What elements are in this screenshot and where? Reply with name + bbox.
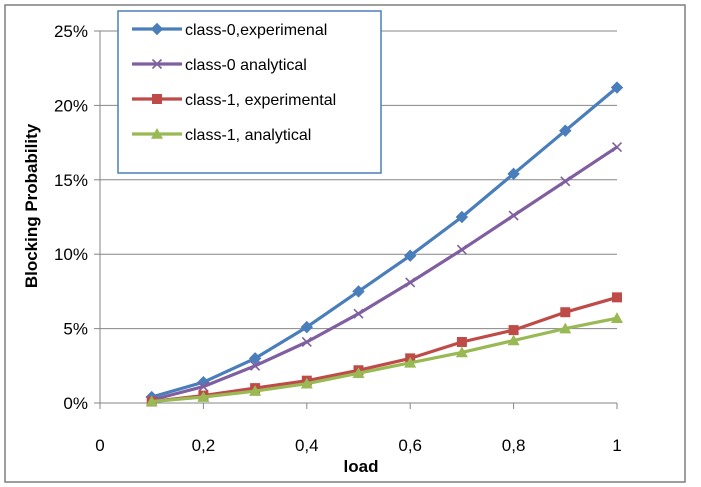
y-tick-label: 0% bbox=[63, 394, 88, 413]
y-tick-label: 20% bbox=[54, 96, 88, 115]
data-point bbox=[249, 385, 262, 396]
data-point bbox=[611, 141, 623, 153]
data-point bbox=[197, 391, 210, 402]
data-point bbox=[456, 336, 467, 347]
series-layer bbox=[145, 81, 624, 407]
x-tick-label: 0,4 bbox=[295, 436, 319, 455]
axes bbox=[94, 30, 618, 409]
data-point bbox=[404, 356, 417, 368]
legend-label: class-0,experimenal bbox=[185, 22, 327, 39]
x-tick-label: 0,6 bbox=[398, 436, 422, 455]
legend-marker bbox=[151, 58, 163, 70]
data-point bbox=[300, 377, 313, 389]
tick-labels: 0% 5% 10% 15% 20% 25% 0 0,2 0,4 0,6 0,8 1 bbox=[54, 22, 622, 455]
data-point bbox=[353, 308, 364, 319]
data-point bbox=[612, 292, 622, 303]
series-line bbox=[151, 295, 618, 404]
data-point bbox=[507, 167, 520, 181]
data-point bbox=[456, 244, 467, 255]
data-point bbox=[301, 336, 312, 348]
series-group bbox=[145, 312, 623, 407]
y-tick-label: 10% bbox=[54, 245, 88, 264]
data-point bbox=[403, 249, 417, 262]
x-tick-label: 0,2 bbox=[192, 436, 216, 455]
data-point bbox=[145, 395, 158, 407]
data-point bbox=[508, 325, 519, 336]
legend-label: class-0 analytical bbox=[185, 57, 307, 74]
data-point bbox=[455, 210, 469, 224]
data-point bbox=[559, 124, 572, 137]
data-point bbox=[352, 367, 365, 379]
data-point bbox=[560, 307, 571, 318]
series-group bbox=[146, 141, 623, 406]
y-tick-label: 5% bbox=[63, 320, 88, 339]
y-tick-label: 15% bbox=[54, 171, 88, 190]
data-point bbox=[559, 322, 572, 334]
y-axis-title: Blocking Probability bbox=[22, 123, 41, 288]
data-point bbox=[611, 312, 623, 323]
x-tick-label: 0,8 bbox=[502, 436, 526, 455]
series-line bbox=[151, 316, 618, 404]
series-line bbox=[151, 86, 619, 399]
data-point bbox=[198, 381, 209, 392]
data-point bbox=[250, 360, 261, 371]
data-point bbox=[300, 320, 314, 334]
x-tick-label: 1 bbox=[612, 436, 621, 455]
data-point bbox=[507, 334, 520, 346]
data-point bbox=[610, 81, 624, 94]
data-point bbox=[508, 210, 519, 221]
x-axis-title: load bbox=[344, 457, 379, 476]
y-tick-label: 25% bbox=[54, 22, 88, 41]
legend-marker bbox=[151, 128, 163, 139]
x-tick-label: 0 bbox=[95, 436, 104, 455]
data-point bbox=[455, 346, 468, 358]
data-point bbox=[560, 176, 571, 187]
legend-label: class-1, experimental bbox=[185, 92, 336, 109]
legend-label: class-1, analytical bbox=[185, 127, 311, 144]
data-point bbox=[352, 285, 365, 298]
data-point bbox=[405, 277, 416, 288]
legend: class-0,experimenal class-0 analytical cla… bbox=[117, 10, 382, 174]
legend-marker bbox=[150, 22, 164, 36]
legend-marker bbox=[152, 94, 162, 104]
legend-box bbox=[117, 10, 382, 174]
series-line bbox=[151, 145, 618, 402]
data-point bbox=[248, 352, 262, 365]
